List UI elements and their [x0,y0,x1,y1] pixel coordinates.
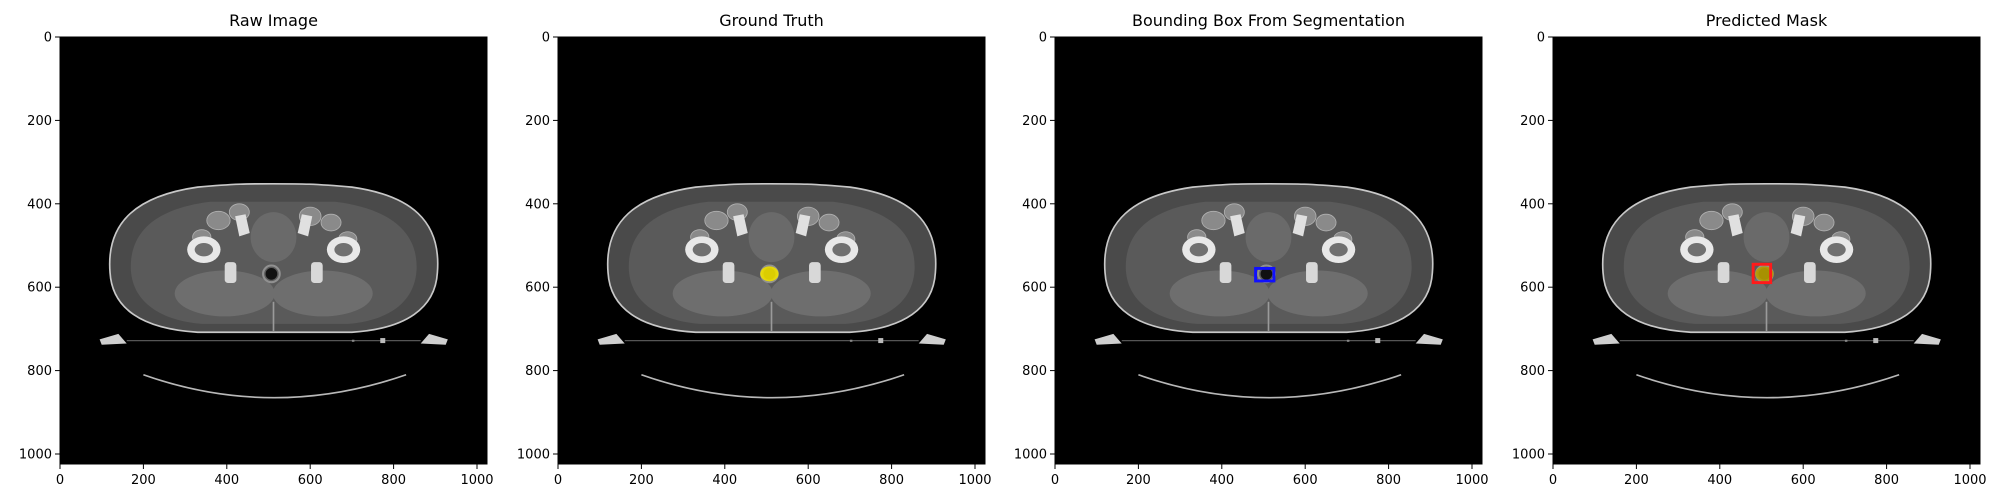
y-tick-label: 200 [525,114,550,129]
x-tick-label: 1000 [1455,473,1488,488]
y-tick-label: 400 [525,197,550,212]
bounding-box [1751,262,1773,285]
y-tick-label: 400 [27,197,52,212]
x-tick-label: 400 [1209,473,1234,488]
panel-2: Ground Truth 0 200 400 600 800 1000 0 200 400 600 8… [498,0,998,500]
y-tick-label: 0 [1039,31,1047,46]
image-axes: 0 200 400 600 800 1000 0 200 400 600 800 1000 [1512,31,1987,489]
ct-slice [99,182,448,399]
y-tick-label: 1000 [19,447,52,462]
x-tick-label: 0 [56,473,64,488]
panel-1: Raw Image 0 200 400 600 800 1000 0 200 400 600 800 1… [0,0,500,500]
y-tick-label: 200 [1520,114,1545,129]
x-tick-label: 1000 [460,473,493,488]
x-tick-label: 800 [1376,473,1401,488]
image-axes: 0 200 400 600 800 1000 0 200 400 600 800 1000 [517,31,992,489]
x-tick-label: 200 [629,473,654,488]
panel-title: Bounding Box From Segmentation [1131,11,1406,30]
image-axes: 0 200 400 600 800 1000 0 200 400 600 800 1000 [19,31,494,489]
y-tick-label: 1000 [517,447,550,462]
y-tick-label: 0 [44,31,52,46]
x-tick-label: 1000 [958,473,991,488]
x-tick-label: 600 [1293,473,1318,488]
image-axes: 0 200 400 600 800 1000 0 200 400 600 800 1000 [1014,31,1489,489]
y-tick-label: 800 [1022,364,1047,379]
y-tick-label: 800 [1520,364,1545,379]
panel-3: Bounding Box From Segmentation 0 200 400 600… [995,0,1495,500]
x-tick-label: 200 [1624,473,1649,488]
y-tick-label: 1000 [1014,447,1047,462]
panel-title: Raw Image [229,11,318,30]
y-tick-label: 800 [27,364,52,379]
axes-frame [59,36,488,465]
x-tick-label: 600 [796,473,821,488]
x-tick-label: 400 [214,473,239,488]
x-tick-label: 800 [381,473,406,488]
axes-frame [1552,36,1981,465]
x-tick-label: 400 [1707,473,1732,488]
y-tick-label: 200 [27,114,52,129]
panel-4: Predicted Mask 0 200 400 600 800 1000 0 200 400 60… [1493,0,1993,500]
ct-slice [1094,182,1443,399]
segmentation-mask [1755,266,1774,282]
axes-frame [557,36,986,465]
y-tick-label: 600 [27,281,52,296]
ct-slice [1592,182,1941,399]
ct-slice [597,182,946,399]
x-tick-label: 0 [554,473,562,488]
y-tick-label: 600 [1022,281,1047,296]
panel-title: Predicted Mask [1705,11,1828,30]
y-tick-label: 600 [525,281,550,296]
y-tick-label: 400 [1022,197,1047,212]
x-tick-label: 0 [1549,473,1557,488]
y-tick-label: 200 [1022,114,1047,129]
x-tick-label: 800 [1874,473,1899,488]
panel-title: Ground Truth [719,11,824,30]
x-tick-label: 0 [1051,473,1059,488]
bounding-box [1254,266,1276,283]
y-tick-label: 600 [1520,281,1545,296]
y-tick-label: 1000 [1512,447,1545,462]
y-tick-label: 800 [525,364,550,379]
x-tick-label: 200 [131,473,156,488]
x-tick-label: 600 [298,473,323,488]
x-tick-label: 1000 [1953,473,1986,488]
x-tick-label: 800 [879,473,904,488]
x-tick-label: 200 [1126,473,1151,488]
y-tick-label: 400 [1520,197,1545,212]
y-tick-label: 0 [1537,31,1545,46]
y-tick-label: 0 [542,31,550,46]
x-tick-label: 400 [712,473,737,488]
segmentation-mask [760,266,779,282]
axes-frame [1054,36,1483,465]
x-tick-label: 600 [1791,473,1816,488]
